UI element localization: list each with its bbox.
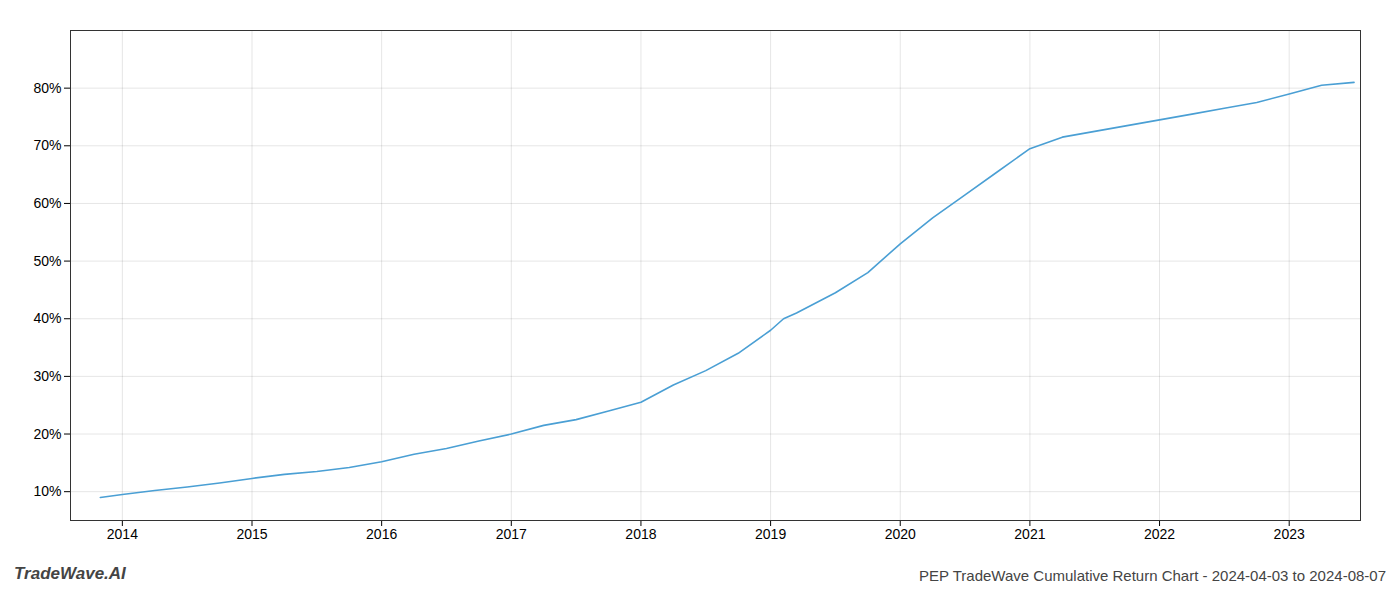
svg-text:2021: 2021 (1014, 526, 1045, 542)
svg-text:2019: 2019 (755, 526, 786, 542)
svg-text:80%: 80% (33, 80, 61, 96)
svg-text:2015: 2015 (236, 526, 267, 542)
svg-text:10%: 10% (33, 483, 61, 499)
svg-text:2020: 2020 (885, 526, 916, 542)
svg-text:40%: 40% (33, 310, 61, 326)
svg-text:70%: 70% (33, 137, 61, 153)
html-text:TradeWave.AI: TradeWave.AI (14, 564, 126, 583)
svg-text:2017: 2017 (496, 526, 527, 542)
svg-text:20%: 20% (33, 426, 61, 442)
svg-text:30%: 30% (33, 368, 61, 384)
svg-text:2022: 2022 (1144, 526, 1175, 542)
svg-text:2018: 2018 (625, 526, 656, 542)
svg-text:60%: 60% (33, 195, 61, 211)
svg-text:2014: 2014 (107, 526, 138, 542)
svg-text:50%: 50% (33, 253, 61, 269)
html-text:PEP TradeWave Cumulative Retur: PEP TradeWave Cumulative Return Chart - … (919, 567, 1386, 584)
svg-text:2016: 2016 (366, 526, 397, 542)
svg-text:2023: 2023 (1274, 526, 1305, 542)
